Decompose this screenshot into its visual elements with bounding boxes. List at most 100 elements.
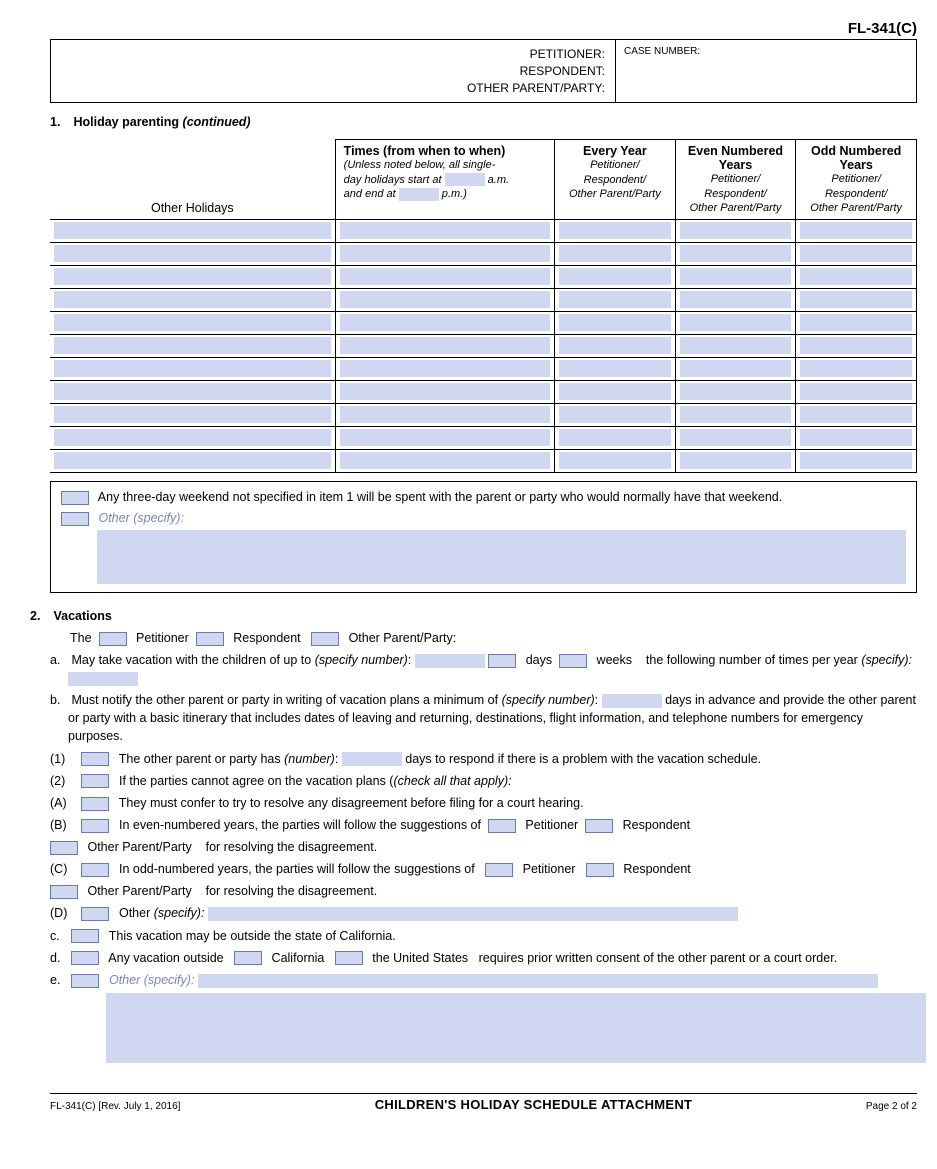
table-cell[interactable]: [675, 404, 796, 427]
checkbox-other[interactable]: [61, 512, 89, 526]
chk-b2b-opp[interactable]: [50, 841, 78, 855]
b2d-other-input[interactable]: [208, 907, 738, 921]
chk-petitioner[interactable]: [99, 632, 127, 646]
chk-b2b-resp[interactable]: [585, 819, 613, 833]
chk-e[interactable]: [71, 974, 99, 988]
table-cell[interactable]: [555, 220, 676, 243]
chk-opp[interactable]: [311, 632, 339, 646]
table-cell[interactable]: [675, 381, 796, 404]
table-cell[interactable]: [796, 381, 917, 404]
table-cell[interactable]: [796, 404, 917, 427]
chk-respondent[interactable]: [196, 632, 224, 646]
chk-b2a[interactable]: [81, 797, 109, 811]
table-cell[interactable]: [335, 289, 554, 312]
days-advance-input[interactable]: [602, 694, 662, 708]
table-cell[interactable]: [555, 243, 676, 266]
table-cell[interactable]: [50, 312, 335, 335]
table-cell[interactable]: [50, 381, 335, 404]
table-cell[interactable]: [335, 335, 554, 358]
table-cell[interactable]: [796, 312, 917, 335]
table-cell[interactable]: [335, 358, 554, 381]
table-cell[interactable]: [50, 358, 335, 381]
table-cell[interactable]: [555, 404, 676, 427]
table-cell[interactable]: [675, 220, 796, 243]
table-cell[interactable]: [335, 404, 554, 427]
table-cell[interactable]: [50, 450, 335, 473]
table-cell[interactable]: [50, 266, 335, 289]
s2d: d. Any vacation outside California the U…: [50, 949, 917, 967]
chk-b2b[interactable]: [81, 819, 109, 833]
table-cell[interactable]: [50, 289, 335, 312]
table-cell[interactable]: [675, 450, 796, 473]
checkbox-three-day[interactable]: [61, 491, 89, 505]
chk-d[interactable]: [71, 951, 99, 965]
table-row: [50, 289, 917, 312]
table-cell[interactable]: [675, 266, 796, 289]
form-id: FL-341(C): [10, 20, 917, 37]
chk-d-cal[interactable]: [234, 951, 262, 965]
respond-days-input[interactable]: [342, 752, 402, 766]
chk-c[interactable]: [71, 929, 99, 943]
times-per-year-input[interactable]: [68, 672, 138, 686]
table-cell[interactable]: [796, 266, 917, 289]
table-cell[interactable]: [335, 243, 554, 266]
other-specify-input[interactable]: [97, 530, 906, 584]
chk-weeks[interactable]: [559, 654, 587, 668]
table-cell[interactable]: [335, 427, 554, 450]
pm-input[interactable]: [399, 188, 439, 201]
chk-days[interactable]: [488, 654, 516, 668]
table-cell[interactable]: [675, 427, 796, 450]
s2e: e. Other (specify):: [50, 971, 917, 989]
table-cell[interactable]: [555, 450, 676, 473]
section2: 2. Vacations The Petitioner Respondent O…: [50, 607, 917, 1063]
table-cell[interactable]: [50, 404, 335, 427]
chk-b2c-pet[interactable]: [485, 863, 513, 877]
chk-b2c-resp[interactable]: [586, 863, 614, 877]
table-cell[interactable]: [335, 381, 554, 404]
table-cell[interactable]: [50, 427, 335, 450]
table-cell[interactable]: [796, 335, 917, 358]
chk-b2d[interactable]: [81, 907, 109, 921]
num-input[interactable]: [415, 654, 485, 668]
chk-b1[interactable]: [81, 752, 109, 766]
chk-b2b-pet[interactable]: [488, 819, 516, 833]
table-cell[interactable]: [335, 220, 554, 243]
table-cell[interactable]: [555, 266, 676, 289]
table-row: [50, 243, 917, 266]
chk-d-us[interactable]: [335, 951, 363, 965]
table-cell[interactable]: [50, 335, 335, 358]
table-cell[interactable]: [796, 289, 917, 312]
table-cell[interactable]: [50, 220, 335, 243]
header-box: PETITIONER: RESPONDENT: OTHER PARENT/PAR…: [50, 39, 917, 103]
table-cell[interactable]: [675, 312, 796, 335]
col-other-holidays: Other Holidays: [50, 140, 335, 220]
table-cell[interactable]: [796, 450, 917, 473]
table-cell[interactable]: [335, 450, 554, 473]
s2-num: 2.: [30, 607, 50, 625]
table-cell[interactable]: [555, 289, 676, 312]
table-cell[interactable]: [50, 243, 335, 266]
table-cell[interactable]: [335, 266, 554, 289]
table-cell[interactable]: [555, 381, 676, 404]
case-number-box[interactable]: CASE NUMBER:: [616, 40, 916, 102]
e-other-block[interactable]: [106, 993, 926, 1063]
table-cell[interactable]: [796, 243, 917, 266]
table-cell[interactable]: [675, 289, 796, 312]
am-input[interactable]: [445, 173, 485, 186]
table-cell[interactable]: [796, 358, 917, 381]
table-cell[interactable]: [555, 427, 676, 450]
table-cell[interactable]: [796, 220, 917, 243]
table-cell[interactable]: [555, 312, 676, 335]
table-cell[interactable]: [335, 312, 554, 335]
table-cell[interactable]: [675, 243, 796, 266]
table-cell[interactable]: [675, 335, 796, 358]
chk-b2c-opp[interactable]: [50, 885, 78, 899]
e-other-input[interactable]: [198, 974, 878, 988]
table-cell[interactable]: [555, 335, 676, 358]
table-cell[interactable]: [675, 358, 796, 381]
table-cell[interactable]: [555, 358, 676, 381]
chk-b2[interactable]: [81, 774, 109, 788]
table-cell[interactable]: [796, 427, 917, 450]
table-row: [50, 404, 917, 427]
chk-b2c[interactable]: [81, 863, 109, 877]
